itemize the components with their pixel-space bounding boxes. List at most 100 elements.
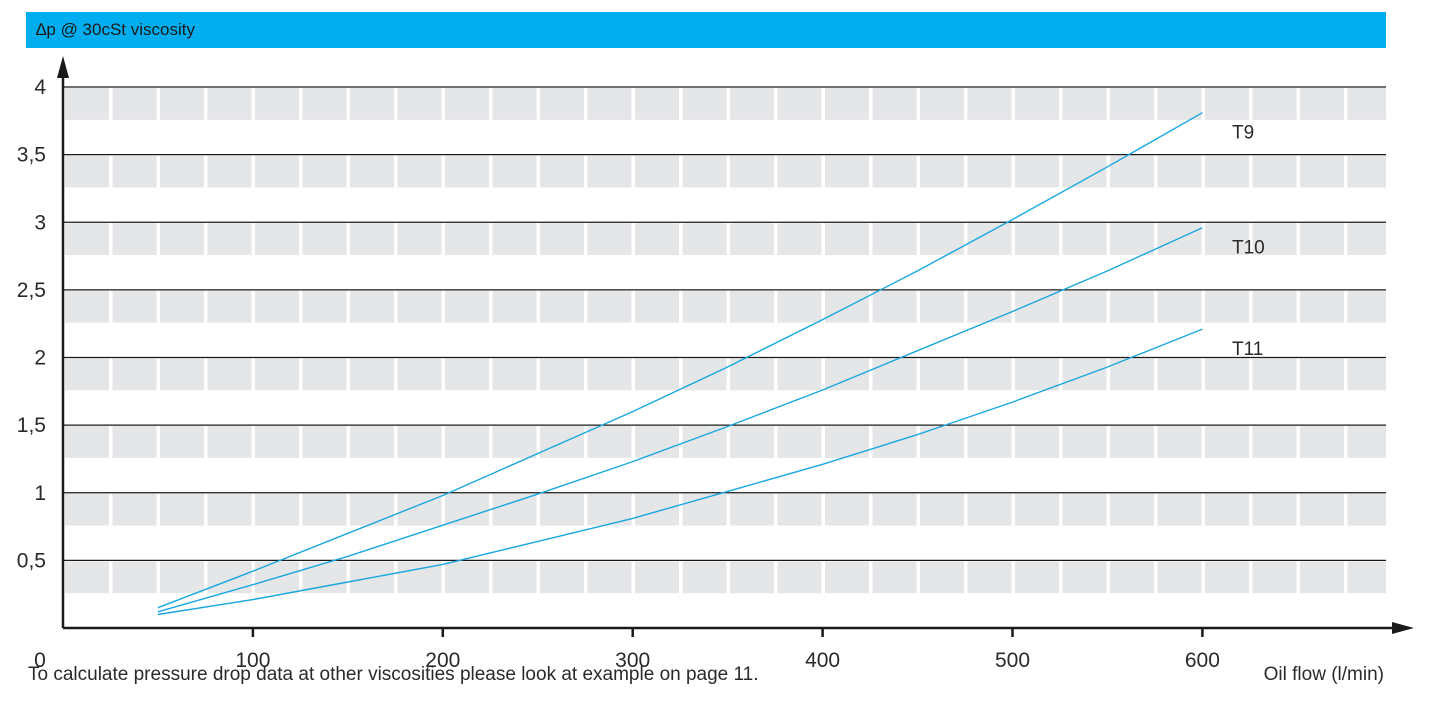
grid-band-cell <box>350 290 394 323</box>
grid-band-cell <box>730 493 774 526</box>
grid-band-cell <box>112 493 157 526</box>
grid-band-cell <box>1252 561 1297 594</box>
grid-band-cell <box>1300 290 1344 323</box>
y-axis-arrow <box>57 56 69 78</box>
grid-band-cell <box>112 223 157 256</box>
x-axis-arrow <box>1392 622 1414 634</box>
grid-band-cell <box>777 358 822 391</box>
grid-band-cell <box>207 88 252 120</box>
grid-band-cell <box>207 155 252 188</box>
grid-band-cell <box>1205 155 1249 188</box>
chart-header-bar: ∆p @ 30cSt viscosity <box>26 12 1386 48</box>
grid-band-cell <box>872 223 917 256</box>
grid-band-cell <box>65 88 109 120</box>
grid-band-cell <box>540 493 584 526</box>
x-tick-label: 300 <box>615 649 650 672</box>
grid-band-cell <box>1110 88 1154 120</box>
grid-band-cell <box>1205 290 1249 323</box>
grid-band-cell <box>65 358 109 391</box>
grid-band-cell <box>587 561 632 594</box>
grid-band-cell <box>1347 561 1386 594</box>
grid-band-cell <box>207 358 252 391</box>
grid-band-cell <box>492 290 537 323</box>
y-tick-label: 0,5 <box>17 549 46 572</box>
grid-band-cell <box>1300 88 1344 120</box>
footnote: To calculate pressure drop data at other… <box>28 664 759 685</box>
grid-band-cell <box>1157 223 1202 256</box>
x-tick-label: 100 <box>235 649 270 672</box>
grid-band-cell <box>302 561 347 594</box>
grid-band-cell <box>540 561 584 594</box>
grid-band-cell <box>492 358 537 391</box>
grid-band-cell <box>967 88 1012 120</box>
x-tick-label: 400 <box>805 649 840 672</box>
grid-band-cell <box>350 88 394 120</box>
grid-band-cell <box>350 223 394 256</box>
grid-band-cell <box>1205 358 1249 391</box>
grid-band-cell <box>160 290 204 323</box>
grid-band-cell <box>825 426 869 458</box>
grid-band-cell <box>1252 358 1297 391</box>
grid-band-cell <box>587 88 632 120</box>
grid-band-cell <box>492 88 537 120</box>
grid-band-cell <box>445 290 489 323</box>
grid-band-cell <box>397 88 442 120</box>
grid-band-cell <box>777 223 822 256</box>
grid-band-cell <box>920 155 964 188</box>
grid-band-cell <box>350 155 394 188</box>
grid-band-cell <box>1062 290 1107 323</box>
grid-band-cell <box>1252 223 1297 256</box>
grid-band-cell <box>540 223 584 256</box>
grid-band-cell <box>1347 223 1386 256</box>
grid-band-cell <box>825 155 869 188</box>
grid-band-cell <box>682 223 727 256</box>
grid-band-cell <box>920 290 964 323</box>
grid-band-cell <box>1015 290 1059 323</box>
grid-band-cell <box>1300 493 1344 526</box>
grid-band-cell <box>445 358 489 391</box>
grid-band-cell <box>1157 561 1202 594</box>
grid-band-cell <box>1110 290 1154 323</box>
grid-band-cell <box>445 493 489 526</box>
grid-band-cell <box>445 561 489 594</box>
grid-band-cell <box>730 155 774 188</box>
grid-band-cell <box>1347 426 1386 458</box>
grid-band-cell <box>302 223 347 256</box>
grid-band-cell <box>967 155 1012 188</box>
x-tick-label: 200 <box>425 649 460 672</box>
grid-band-cell <box>255 358 299 391</box>
grid-band-cell <box>350 358 394 391</box>
grid-band-cell <box>920 561 964 594</box>
grid-band-cell <box>1205 493 1249 526</box>
grid-band-cell <box>872 561 917 594</box>
grid-band-cell <box>350 426 394 458</box>
grid-band-cell <box>1157 358 1202 391</box>
grid-band-cell <box>825 88 869 120</box>
grid-band-cell <box>65 493 109 526</box>
grid-band-cell <box>255 223 299 256</box>
grid-band-cell <box>540 290 584 323</box>
grid-band-cell <box>730 426 774 458</box>
grid-band-cell <box>1062 358 1107 391</box>
series-line-t9 <box>157 112 1203 609</box>
grid-band-cell <box>872 493 917 526</box>
grid-band-cell <box>1110 493 1154 526</box>
x-tick-label: 0 <box>34 649 46 672</box>
grid-band-cell <box>112 88 157 120</box>
grid-band-cell <box>397 290 442 323</box>
grid-bands <box>65 88 1386 594</box>
grid-band-cell <box>730 290 774 323</box>
grid-band-cell <box>1300 223 1344 256</box>
grid-band-cell <box>587 426 632 458</box>
grid-band-cell <box>967 223 1012 256</box>
grid-band-cell <box>730 88 774 120</box>
grid-band-cell <box>920 88 964 120</box>
y-tick-label: 1,5 <box>17 414 46 437</box>
grid-band-cell <box>492 561 537 594</box>
x-tick-labels: 0 100 200 300 400 500 600 <box>34 649 1220 672</box>
grid-band-cell <box>872 290 917 323</box>
grid-band-cell <box>682 290 727 323</box>
grid-band-cell <box>112 426 157 458</box>
grid-band-cell <box>920 223 964 256</box>
grid-band-cell <box>1205 88 1249 120</box>
